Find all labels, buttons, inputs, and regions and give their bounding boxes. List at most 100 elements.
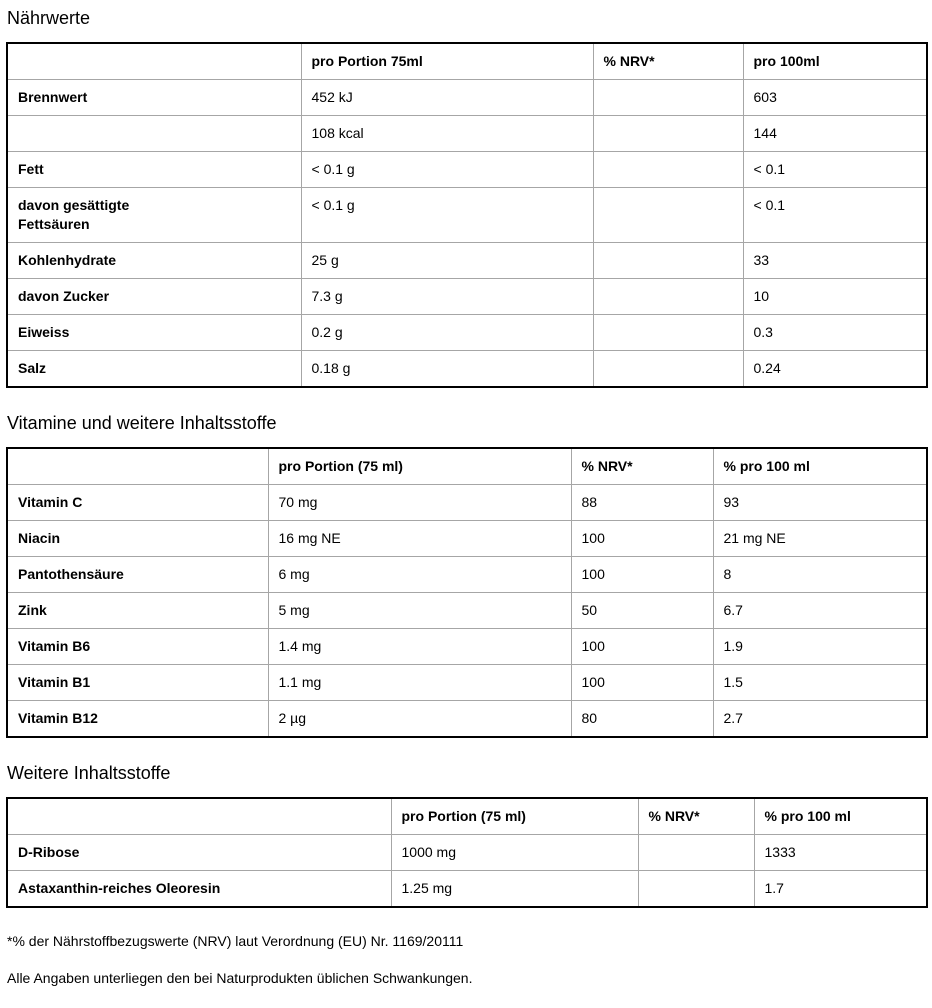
table-row: Niacin 16 mg NE 100 21 mg NE [6,520,928,557]
row-label-cell: Kohlenhydrate [6,242,302,279]
value-cell [637,870,755,908]
value-cell [592,151,744,188]
value-cell: 6 mg [267,556,572,593]
row-label-cell: Eiweiss [6,314,302,351]
value-cell: 33 [742,242,928,279]
column-header [6,447,269,485]
table-row: D-Ribose 1000 mg 1333 [6,834,928,871]
section-vitamine: Vitamine und weitere Inhaltsstoffe pro P… [6,413,928,738]
row-label-cell: davon Zucker [6,278,302,315]
value-cell: 100 [570,520,714,557]
column-header: % pro 100 ml [712,447,928,485]
table-row: Kohlenhydrate 25 g 33 [6,242,928,279]
value-cell: < 0.1 g [300,187,594,243]
row-label-cell: Brennwert [6,79,302,116]
value-cell: 16 mg NE [267,520,572,557]
column-header: % NRV* [592,42,744,80]
value-cell: 1.7 [753,870,928,908]
vitamine-table: pro Portion (75 ml)% NRV*% pro 100 ml Vit… [6,447,928,738]
value-cell: 50 [570,592,714,629]
section-title-weitere-inhaltsstoffe: Weitere Inhaltsstoffe [7,763,171,783]
value-cell: 7.3 g [300,278,594,315]
column-header: % NRV* [570,447,714,485]
table-row: Pantothensäure 6 mg 100 8 [6,556,928,593]
column-header: pro Portion 75ml [300,42,594,80]
value-cell [592,79,744,116]
value-cell: 1.25 mg [390,870,639,908]
value-cell: 100 [570,556,714,593]
weitere-inhaltsstoffe-table: pro Portion (75 ml)% NRV*% pro 100 ml D-R… [6,797,928,908]
value-cell: 0.18 g [300,350,594,388]
row-label-cell: Salz [6,350,302,388]
value-cell: 1333 [753,834,928,871]
table-row: Zink 5 mg 50 6.7 [6,592,928,629]
value-cell: 0.24 [742,350,928,388]
header-row: pro Portion 75ml% NRV* pro 100ml [6,42,928,80]
value-cell: 1.1 mg [267,664,572,701]
value-cell: 10 [742,278,928,315]
value-cell: 5 mg [267,592,572,629]
row-label-cell: Vitamin B6 [6,628,269,665]
value-cell [592,350,744,388]
row-label-cell: Zink [6,592,269,629]
value-cell: 144 [742,115,928,152]
value-cell: 1000 mg [390,834,639,871]
natural-variation-footnote: Alle Angaben unterliegen den bei Naturpr… [7,970,473,986]
section-weitere-inhaltsstoffe: Weitere Inhaltsstoffe pro Portion (75 ml… [6,763,928,908]
column-header [6,797,392,835]
value-cell: 1.5 [712,664,928,701]
table-row: davon gesättigte Fettsäuren < 0.1 g < 0.1 [6,187,928,243]
row-label-cell: Pantothensäure [6,556,269,593]
value-cell [592,314,744,351]
row-label-cell: Niacin [6,520,269,557]
value-cell: 108 kcal [300,115,594,152]
value-cell: 80 [570,700,714,738]
column-header: % NRV* [637,797,755,835]
row-label-cell: Vitamin B1 [6,664,269,701]
value-cell: 452 kJ [300,79,594,116]
column-header: pro Portion (75 ml) [267,447,572,485]
column-header: % pro 100 ml [753,797,928,835]
value-cell: < 0.1 [742,151,928,188]
value-cell [637,834,755,871]
table-row: Brennwert 452 kJ 603 [6,79,928,116]
value-cell [592,242,744,279]
table-row: Vitamin B12 2 µg 80 2.7 [6,700,928,738]
value-cell: 1.4 mg [267,628,572,665]
header-row: pro Portion (75 ml)% NRV*% pro 100 ml [6,447,928,485]
table-row: Eiweiss 0.2 g 0.3 [6,314,928,351]
row-label-cell: Fett [6,151,302,188]
value-cell: 93 [712,484,928,521]
table-row: Astaxanthin-reiches Oleoresin 1.25 mg 1.7 [6,870,928,908]
table-row: Vitamin C 70 mg 88 93 [6,484,928,521]
row-label-cell: Vitamin B12 [6,700,269,738]
naehrwerte-table: pro Portion 75ml% NRV* pro 100ml Brennwert… [6,42,928,388]
value-cell: 70 mg [267,484,572,521]
value-cell: 25 g [300,242,594,279]
value-cell [592,115,744,152]
table-row: Vitamin B1 1.1 mg 100 1.5 [6,664,928,701]
value-cell: 21 mg NE [712,520,928,557]
nrv-footnote: *% der Nährstoffbezugswerte (NRV) laut V… [7,933,464,949]
section-title-naehrwerte: Nährwerte [7,8,91,28]
value-cell: 100 [570,628,714,665]
value-cell: < 0.1 g [300,151,594,188]
table-row: Vitamin B6 1.4 mg 100 1.9 [6,628,928,665]
section-title-vitamine: Vitamine und weitere Inhaltsstoffe [7,413,277,433]
row-label-cell [6,115,302,152]
column-header: pro Portion (75 ml) [390,797,639,835]
value-cell: < 0.1 [742,187,928,243]
value-cell: 0.2 g [300,314,594,351]
value-cell [592,187,744,243]
table-row: Salz 0.18 g 0.24 [6,350,928,388]
value-cell: 2.7 [712,700,928,738]
row-label-cell: davon gesättigte Fettsäuren [6,187,302,243]
table-row: Fett < 0.1 g < 0.1 [6,151,928,188]
value-cell: 6.7 [712,592,928,629]
value-cell: 603 [742,79,928,116]
table-row: davon Zucker 7.3 g 10 [6,278,928,315]
section-naehrwerte: Nährwerte pro Portion 75ml% NRV* pro 100m… [6,8,928,388]
table-row: 108 kcal 144 [6,115,928,152]
value-cell: 0.3 [742,314,928,351]
